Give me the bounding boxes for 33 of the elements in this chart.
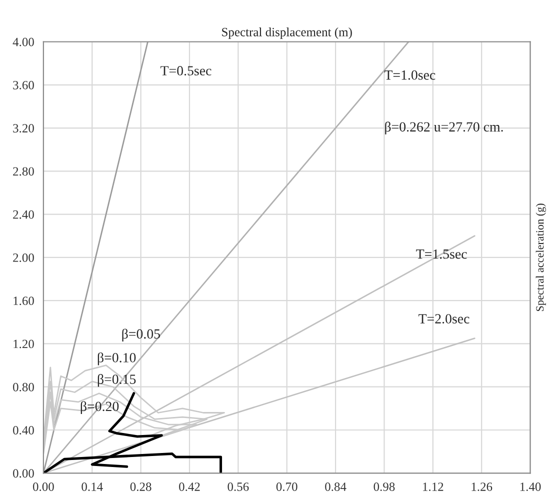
x-axis-title: Spectral displacement (m) [222, 28, 352, 39]
x-tick-label: 0.70 [276, 482, 298, 492]
y-tick-label: 3.60 [13, 80, 34, 90]
x-tick-label: 1.12 [423, 482, 444, 492]
y-tick-label: 0.40 [13, 426, 34, 435]
x-tick-label: 0.84 [325, 482, 346, 492]
x-tick-label: 0.56 [228, 482, 249, 492]
annotation: T=2.0sec [418, 314, 470, 324]
y-tick-label: 4.00 [12, 38, 34, 46]
x-tick-label: 0.14 [82, 482, 103, 492]
y-tick-label: 3.20 [13, 124, 34, 133]
y-tick-label: 2.80 [13, 167, 34, 176]
y-axis-title: Spectral acceleration (g) [536, 204, 546, 311]
x-tick-label: 0.00 [32, 482, 54, 492]
y-tick-label: 2.00 [13, 253, 34, 262]
y-tick-label: 2.40 [13, 210, 34, 219]
x-tick-label: 1.26 [472, 482, 492, 492]
annotation: β=0.05 [122, 328, 160, 342]
annotation: β=0.10 [98, 352, 136, 366]
x-tick-label: 1.40 [520, 482, 541, 492]
x-tick-label: 0.28 [130, 482, 152, 492]
x-tick-label: 0.98 [374, 482, 395, 492]
annotation: β=0.15 [98, 374, 136, 387]
annotation: T=1.0sec [384, 70, 436, 80]
y-tick-label: 0.00 [13, 469, 34, 478]
y-tick-label: 1.60 [14, 296, 34, 306]
annotation: T=1.5sec [416, 249, 467, 259]
annotation: β=0.262 u=27.70 cm. [385, 122, 503, 134]
y-tick-label: 1.20 [14, 340, 34, 348]
x-tick-label: 0.42 [179, 482, 200, 492]
annotation: T=0.5sec [160, 66, 212, 76]
annotation: β=0.20 [80, 401, 119, 414]
y-tick-label: 0.80 [13, 382, 34, 392]
